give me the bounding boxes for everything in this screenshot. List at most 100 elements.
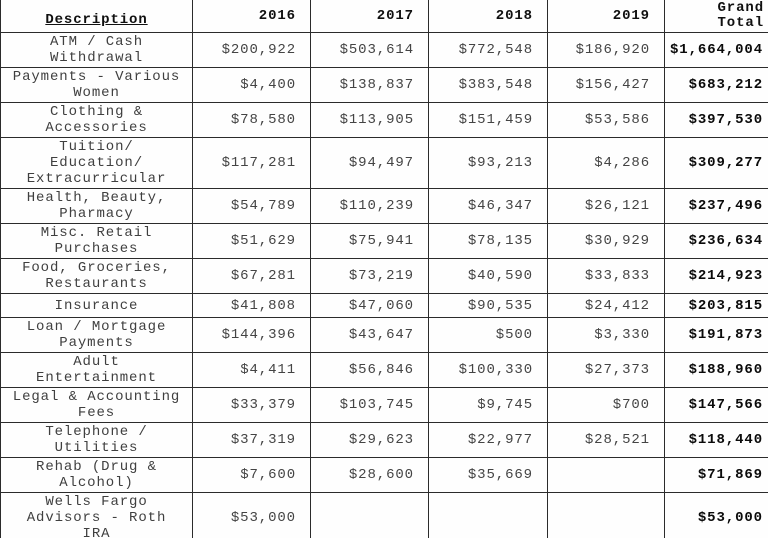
cell-2019: $30,929 xyxy=(547,223,665,259)
cell-2018: $22,977 xyxy=(428,422,548,458)
table-row: Telephone / Utilities $37,319 $29,623 $2… xyxy=(0,422,768,458)
cell-grand-total: $214,923 xyxy=(664,258,768,294)
column-header-2019: 2019 xyxy=(547,0,665,33)
cell-2017: $73,219 xyxy=(310,258,429,294)
cell-2016: $37,319 xyxy=(192,422,311,458)
cell-2017: $47,060 xyxy=(310,293,429,318)
table-row: Food, Groceries, Restaurants $67,281 $73… xyxy=(0,258,768,294)
cell-2017 xyxy=(310,492,429,538)
row-description-cell: Insurance xyxy=(0,293,193,318)
cell-2016: $78,580 xyxy=(192,102,311,138)
cell-grand-total: $118,440 xyxy=(664,422,768,458)
row-description-cell: Food, Groceries, Restaurants xyxy=(0,258,193,294)
row-description-cell: Health, Beauty, Pharmacy xyxy=(0,188,193,224)
row-description-cell: Loan / Mortgage Payments xyxy=(0,317,193,353)
cell-2018: $35,669 xyxy=(428,457,548,493)
cell-2018: $383,548 xyxy=(428,67,548,103)
cell-2018: $93,213 xyxy=(428,137,548,189)
cell-2016: $54,789 xyxy=(192,188,311,224)
cell-grand-total: $188,960 xyxy=(664,352,768,388)
table-row: Wells Fargo Advisors - Roth IRA $53,000 … xyxy=(0,492,768,538)
cell-2019: $3,330 xyxy=(547,317,665,353)
cell-2019: $26,121 xyxy=(547,188,665,224)
cell-2018: $100,330 xyxy=(428,352,548,388)
cell-grand-total: $1,664,004 xyxy=(664,32,768,68)
cell-2019: $700 xyxy=(547,387,665,423)
row-description-cell: Rehab (Drug & Alcohol) xyxy=(0,457,193,493)
row-description-cell: Wells Fargo Advisors - Roth IRA xyxy=(0,492,193,538)
cell-2019 xyxy=(547,492,665,538)
table-row: Payments - Various Women $4,400 $138,837… xyxy=(0,67,768,103)
table-row: Insurance $41,808 $47,060 $90,535 $24,41… xyxy=(0,293,768,318)
cell-grand-total: $53,000 xyxy=(664,492,768,538)
cell-2016: $51,629 xyxy=(192,223,311,259)
cell-2017: $43,647 xyxy=(310,317,429,353)
table-row: ATM / Cash Withdrawal $200,922 $503,614 … xyxy=(0,32,768,68)
cell-2018: $151,459 xyxy=(428,102,548,138)
cell-grand-total: $147,566 xyxy=(664,387,768,423)
cell-2018 xyxy=(428,492,548,538)
cell-2018: $500 xyxy=(428,317,548,353)
cell-grand-total: $683,212 xyxy=(664,67,768,103)
cell-2017: $94,497 xyxy=(310,137,429,189)
cell-2016: $200,922 xyxy=(192,32,311,68)
table-row: Adult Entertainment $4,411 $56,846 $100,… xyxy=(0,352,768,388)
cell-2017: $113,905 xyxy=(310,102,429,138)
cell-2017: $110,239 xyxy=(310,188,429,224)
cell-2019: $4,286 xyxy=(547,137,665,189)
column-header-description: Description xyxy=(0,0,193,33)
cell-2018: $772,548 xyxy=(428,32,548,68)
cell-2017: $138,837 xyxy=(310,67,429,103)
row-description-cell: Payments - Various Women xyxy=(0,67,193,103)
row-description-cell: Misc. Retail Purchases xyxy=(0,223,193,259)
table-row: Health, Beauty, Pharmacy $54,789 $110,23… xyxy=(0,188,768,224)
cell-2016: $7,600 xyxy=(192,457,311,493)
cell-2019: $186,920 xyxy=(547,32,665,68)
row-description-cell: Adult Entertainment xyxy=(0,352,193,388)
cell-2019: $24,412 xyxy=(547,293,665,318)
column-header-2016: 2016 xyxy=(192,0,311,33)
cell-2016: $4,411 xyxy=(192,352,311,388)
cell-grand-total: $191,873 xyxy=(664,317,768,353)
cell-2019 xyxy=(547,457,665,493)
table-row: Clothing & Accessories $78,580 $113,905 … xyxy=(0,102,768,138)
cell-2016: $33,379 xyxy=(192,387,311,423)
cell-2017: $503,614 xyxy=(310,32,429,68)
row-description-cell: Telephone / Utilities xyxy=(0,422,193,458)
row-description-cell: ATM / Cash Withdrawal xyxy=(0,32,193,68)
column-header-grand-total: Grand Total xyxy=(664,0,768,33)
cell-2019: $28,521 xyxy=(547,422,665,458)
cell-2016: $117,281 xyxy=(192,137,311,189)
header-row: Description 2016 2017 2018 2019 Grand To… xyxy=(0,0,768,33)
cell-grand-total: $397,530 xyxy=(664,102,768,138)
cell-2016: $67,281 xyxy=(192,258,311,294)
table-row: Misc. Retail Purchases $51,629 $75,941 $… xyxy=(0,223,768,259)
cell-2017: $75,941 xyxy=(310,223,429,259)
column-header-2018: 2018 xyxy=(428,0,548,33)
cell-grand-total: $237,496 xyxy=(664,188,768,224)
cell-2018: $90,535 xyxy=(428,293,548,318)
cell-2018: $9,745 xyxy=(428,387,548,423)
cell-2018: $78,135 xyxy=(428,223,548,259)
cell-2016: $41,808 xyxy=(192,293,311,318)
cell-2019: $33,833 xyxy=(547,258,665,294)
cell-2019: $156,427 xyxy=(547,67,665,103)
cell-2017: $29,623 xyxy=(310,422,429,458)
cell-grand-total: $309,277 xyxy=(664,137,768,189)
table-row: Rehab (Drug & Alcohol) $7,600 $28,600 $3… xyxy=(0,457,768,493)
cell-grand-total: $236,634 xyxy=(664,223,768,259)
row-description-cell: Legal & Accounting Fees xyxy=(0,387,193,423)
table-row: Tuition/ Education/ Extracurricular $117… xyxy=(0,137,768,189)
row-description-cell: Tuition/ Education/ Extracurricular xyxy=(0,137,193,189)
cell-2016: $4,400 xyxy=(192,67,311,103)
cell-2019: $53,586 xyxy=(547,102,665,138)
column-header-2017: 2017 xyxy=(310,0,429,33)
table-body: ATM / Cash Withdrawal $200,922 $503,614 … xyxy=(0,32,768,538)
cell-2018: $40,590 xyxy=(428,258,548,294)
row-description-cell: Clothing & Accessories xyxy=(0,102,193,138)
cell-2017: $28,600 xyxy=(310,457,429,493)
cell-2017: $103,745 xyxy=(310,387,429,423)
cell-2016: $144,396 xyxy=(192,317,311,353)
